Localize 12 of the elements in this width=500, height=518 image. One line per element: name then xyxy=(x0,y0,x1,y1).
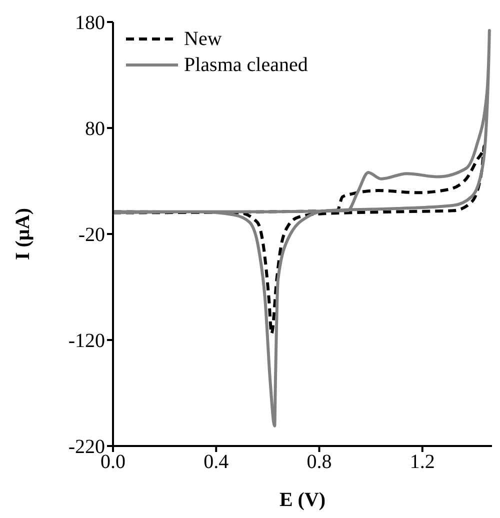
y-tick-label: -20 xyxy=(78,224,105,246)
legend-label: New xyxy=(184,28,222,50)
line-series xyxy=(113,28,491,428)
legend-label: Plasma cleaned xyxy=(184,54,308,76)
x-tick-label: 0.8 xyxy=(306,451,332,474)
x-tick-label: 0.4 xyxy=(204,451,229,474)
y-tick-label: 80 xyxy=(85,118,105,140)
y-tick-label: 180 xyxy=(75,12,105,34)
y-tick-label: -120 xyxy=(68,330,105,352)
x-axis-title: E (V) xyxy=(279,489,326,511)
y-axis-title: I (µA) xyxy=(12,208,34,260)
x-tick-label: 1.2 xyxy=(410,451,435,474)
